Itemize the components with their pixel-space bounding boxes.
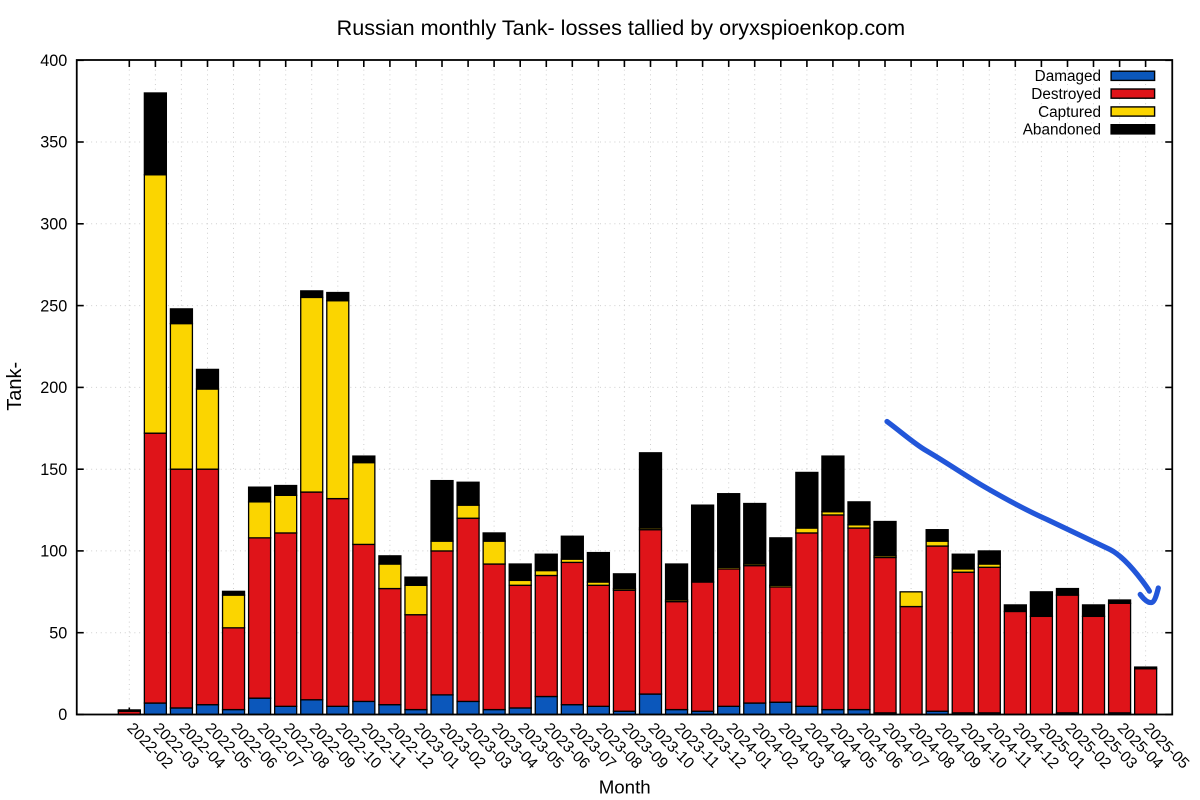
svg-text:Tank-: Tank- xyxy=(4,362,26,411)
svg-text:150: 150 xyxy=(40,461,67,479)
svg-text:200: 200 xyxy=(40,379,67,397)
svg-text:Destroyed: Destroyed xyxy=(1031,86,1101,103)
svg-text:Captured: Captured xyxy=(1038,104,1101,121)
svg-text:50: 50 xyxy=(49,624,67,642)
svg-text:Abandoned: Abandoned xyxy=(1023,122,1101,139)
svg-text:Damaged: Damaged xyxy=(1035,68,1101,85)
svg-text:400: 400 xyxy=(40,52,67,70)
svg-text:350: 350 xyxy=(40,134,67,152)
svg-text:Russian monthly Tank- losses t: Russian monthly Tank- losses tallied by … xyxy=(337,15,906,40)
svg-text:Month: Month xyxy=(599,776,651,797)
svg-text:0: 0 xyxy=(58,706,67,724)
svg-text:100: 100 xyxy=(40,543,67,561)
svg-text:250: 250 xyxy=(40,297,67,315)
svg-text:300: 300 xyxy=(40,216,67,234)
